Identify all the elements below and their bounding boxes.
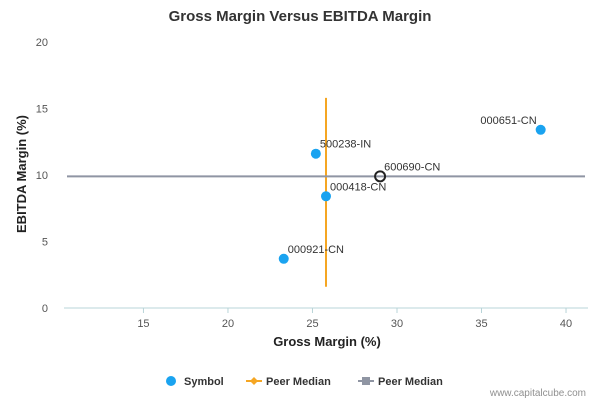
x-axis-title: Gross Margin (%) [273, 334, 381, 349]
y-tick-label: 0 [42, 303, 48, 315]
y-tick-label: 10 [36, 170, 48, 182]
data-point[interactable] [321, 191, 331, 202]
x-tick-label: 25 [306, 318, 318, 330]
x-tick-label: 40 [560, 318, 572, 330]
highlight-point[interactable] [374, 170, 387, 183]
y-axis-title: EBITDA Margin (%) [14, 115, 29, 233]
legend: Symbol Peer Median Peer Median [166, 376, 443, 388]
y-tick-label: 15 [36, 104, 48, 116]
x-axis: 15 20 25 30 35 40 [137, 308, 572, 330]
data-point-label: 000921-CN [288, 244, 344, 256]
highlight-point-label: 600690-CN [384, 161, 440, 173]
y-tick-label: 20 [36, 37, 48, 49]
legend-square-marker [362, 377, 370, 385]
x-tick-label: 15 [137, 318, 149, 330]
chart-title: Gross Margin Versus EBITDA Margin [169, 8, 432, 25]
data-point-label: 000651-CN [480, 115, 536, 127]
x-tick-label: 35 [475, 318, 487, 330]
x-tick-label: 20 [222, 318, 234, 330]
legend-diamond-marker [250, 377, 258, 385]
y-tick-label: 5 [42, 237, 48, 249]
data-point[interactable] [535, 124, 546, 135]
y-axis: 0 5 10 15 20 [36, 37, 48, 315]
data-point[interactable] [278, 253, 289, 264]
data-point-label: 000418-CN [330, 181, 386, 193]
legend-label: Peer Median [378, 376, 443, 388]
data-points: 500238-IN 000651-CN 000418-CN 000921-CN 6006… [278, 115, 546, 264]
credit-text: www.capitalcube.com [489, 388, 586, 399]
x-tick-label: 30 [391, 318, 403, 330]
data-point[interactable] [310, 148, 321, 159]
legend-label: Symbol [184, 376, 224, 388]
data-point-label: 500238-IN [320, 139, 371, 151]
legend-label: Peer Median [266, 376, 331, 388]
legend-symbol-marker [166, 376, 176, 386]
